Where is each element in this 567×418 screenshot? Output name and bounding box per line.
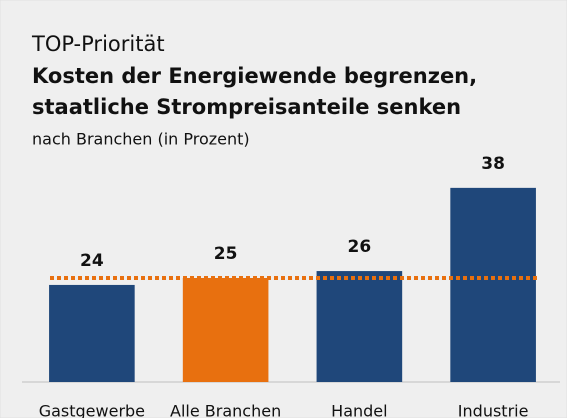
x-tick-label: Alle Branchen	[170, 402, 281, 418]
bar	[182, 278, 269, 382]
x-tick-label: Gastgewerbe	[39, 402, 145, 418]
bar	[49, 284, 135, 382]
x-tick-label: Handel	[331, 402, 387, 418]
subtitle: nach Branchen (in Prozent)	[32, 130, 250, 149]
chart-title: staatliche Strompreisanteile senken	[32, 95, 461, 119]
value-label: 38	[481, 154, 505, 174]
bar	[450, 187, 536, 382]
kicker: TOP-Priorität	[31, 32, 165, 56]
value-label: 24	[80, 251, 104, 271]
value-label: 25	[214, 244, 238, 264]
chart-title: Kosten der Energiewende begrenzen,	[32, 64, 477, 88]
bar	[316, 271, 403, 382]
x-tick-label: Industrie	[458, 402, 529, 418]
value-label: 26	[348, 237, 372, 257]
